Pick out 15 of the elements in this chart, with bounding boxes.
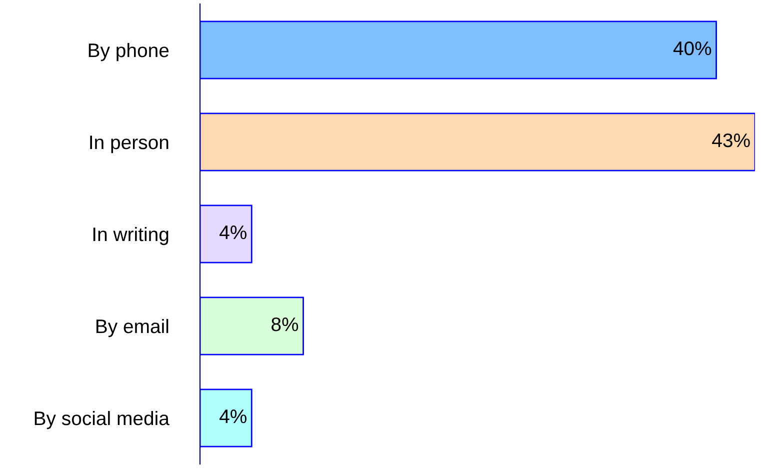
bar (200, 296, 304, 356)
y-tick-label: In writing (93, 226, 168, 246)
y-tick-label: In person (90, 136, 168, 154)
bar (200, 112, 755, 172)
bar (200, 20, 717, 80)
data-label: 4% (220, 226, 246, 240)
data-label: 8% (272, 317, 298, 332)
y-tick-label: By email (96, 318, 168, 338)
data-label: 40% (673, 41, 712, 56)
data-label: 4% (220, 410, 246, 424)
y-tick-label: By phone (88, 42, 169, 62)
bar (200, 204, 252, 264)
y-tick-label: By social media (34, 410, 170, 430)
bar (200, 388, 252, 448)
data-label: 43% (712, 133, 750, 148)
